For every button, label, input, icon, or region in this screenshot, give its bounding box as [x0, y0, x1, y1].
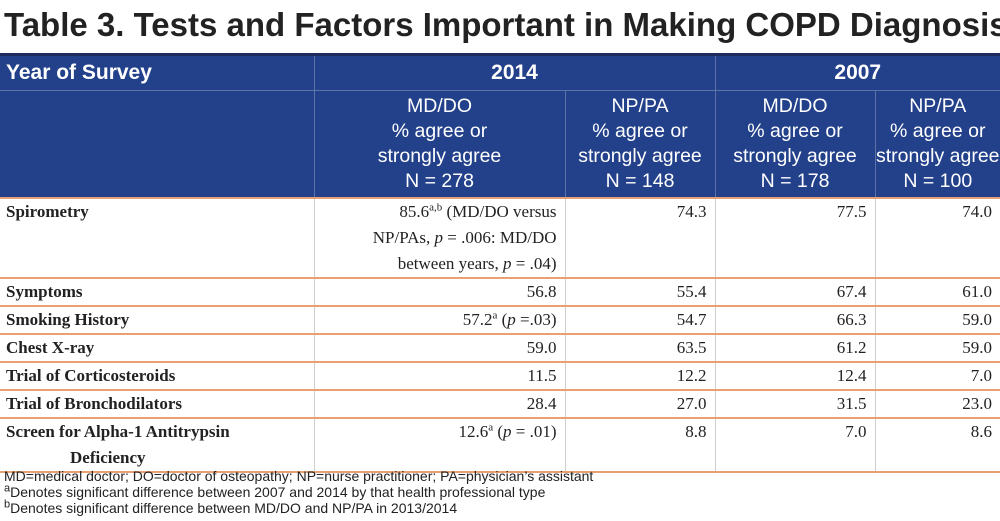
header-empty-cell — [0, 90, 314, 198]
cell-2014-mddo: 11.5 — [313, 361, 565, 390]
header-2007-nppa: NP/PA % agree or strongly agree N = 100 — [874, 90, 1000, 198]
cell-2007-nppa: 61.0 — [874, 277, 1000, 306]
header-measure-line2: strongly agree — [875, 145, 1000, 167]
cell-2007-mddo: 31.5 — [714, 389, 875, 418]
cell-2014-nppa: 12.2 — [564, 361, 715, 390]
cell-2007-mddo: 67.4 — [714, 277, 875, 306]
cell-2014-nppa: 54.7 — [564, 305, 715, 334]
cell-2014-nppa: 27.0 — [564, 389, 715, 418]
header-sample-size: N = 148 — [605, 170, 675, 192]
cell-2014-mddo: 57.2a (p =.03) — [313, 305, 565, 334]
header-group-label: MD/DO — [407, 95, 472, 117]
cell-2014-nppa: 63.5 — [564, 333, 715, 362]
row-label: Spirometry — [0, 197, 314, 278]
header-group-label: MD/DO — [762, 95, 828, 117]
row-label: Trial of Bronchodilators — [0, 389, 314, 418]
cell-2007-mddo: 66.3 — [714, 305, 875, 334]
header-sample-size: N = 100 — [903, 170, 973, 192]
row-label: Smoking History — [0, 305, 314, 334]
table-row: Trial of Corticosteroids 11.5 12.2 12.4 … — [0, 361, 1000, 390]
copd-diagnosis-table: Year of Survey 2014 2007 MD/DO % agree o… — [0, 56, 1000, 473]
table-row: Symptoms 56.8 55.4 67.4 61.0 — [0, 277, 1000, 306]
table-row: Smoking History 57.2a (p =.03) 54.7 66.3… — [0, 305, 1000, 334]
header-measure-line2: strongly agree — [733, 145, 857, 167]
header-year-2007: 2007 — [714, 56, 1000, 91]
cell-2007-nppa: 74.0 — [874, 197, 1000, 278]
header-sample-size: N = 278 — [405, 170, 474, 192]
cell-2007-nppa: 59.0 — [874, 333, 1000, 362]
row-label-line2: Deficiency — [70, 448, 146, 467]
table-row: Chest X-ray 59.0 63.5 61.2 59.0 — [0, 333, 1000, 362]
cell-2007-nppa: 23.0 — [874, 389, 1000, 418]
header-measure-line1: % agree or — [747, 120, 843, 142]
table-row: Trial of Bronchodilators 28.4 27.0 31.5 … — [0, 389, 1000, 418]
header-measure-line2: strongly agree — [578, 145, 702, 167]
row-label-line1: Screen for Alpha-1 Antitrypsin — [6, 422, 230, 441]
row-label: Screen for Alpha-1 Antitrypsin Deficienc… — [0, 417, 314, 473]
table-row: Screen for Alpha-1 Antitrypsin Deficienc… — [0, 417, 1000, 473]
table-title: Table 3. Tests and Factors Important in … — [4, 6, 1000, 43]
cell-2014-mddo: 28.4 — [313, 389, 565, 418]
footnote-abbreviations: MD=medical doctor; DO=doctor of osteopat… — [4, 468, 594, 484]
footnote-a: aDenotes significant difference between … — [4, 482, 546, 500]
cell-2007-nppa: 8.6 — [874, 417, 1000, 473]
row-label: Symptoms — [0, 277, 314, 306]
header-sample-size: N = 178 — [760, 170, 830, 192]
cell-2014-mddo: 85.6a,b (MD/DO versus NP/PAs, p = .006: … — [313, 197, 565, 278]
cell-2007-nppa: 59.0 — [874, 305, 1000, 334]
row-label: Trial of Corticosteroids — [0, 361, 314, 390]
header-measure-line2: strongly agree — [377, 145, 502, 167]
cell-2014-nppa: 55.4 — [564, 277, 715, 306]
cell-2007-mddo: 12.4 — [714, 361, 875, 390]
row-label: Chest X-ray — [0, 333, 314, 362]
title-rule — [0, 53, 1000, 56]
header-group-label: NP/PA — [909, 95, 967, 117]
table-row: Spirometry 85.6a,b (MD/DO versus NP/PAs,… — [0, 197, 1000, 278]
header-2007-mddo: MD/DO % agree or strongly agree N = 178 — [714, 90, 875, 198]
cell-2007-mddo: 61.2 — [714, 333, 875, 362]
header-measure-line1: % agree or — [391, 120, 488, 142]
cell-2014-mddo: 56.8 — [313, 277, 565, 306]
cell-2014-mddo: 59.0 — [313, 333, 565, 362]
cell-2007-mddo: 77.5 — [714, 197, 875, 278]
table-footnotes: MD=medical doctor; DO=doctor of osteopat… — [4, 468, 994, 516]
header-2014-mddo: MD/DO % agree or strongly agree N = 278 — [313, 90, 565, 198]
header-row-groups: MD/DO % agree or strongly agree N = 278 … — [0, 90, 1000, 198]
header-2014-nppa: NP/PA % agree or strongly agree N = 148 — [564, 90, 715, 198]
cell-2014-mddo: 12.6a (p = .01) — [313, 417, 565, 473]
cell-2014-nppa: 8.8 — [564, 417, 715, 473]
header-measure-line1: % agree or — [592, 120, 688, 142]
header-year-2014: 2014 — [313, 56, 715, 91]
header-year-of-survey: Year of Survey — [0, 56, 314, 91]
cell-2007-mddo: 7.0 — [714, 417, 875, 473]
cell-2014-nppa: 74.3 — [564, 197, 715, 278]
header-group-label: NP/PA — [611, 95, 669, 117]
header-measure-line1: % agree or — [890, 120, 986, 142]
cell-2007-nppa: 7.0 — [874, 361, 1000, 390]
header-row-years: Year of Survey 2014 2007 — [0, 56, 1000, 91]
footnote-b: bDenotes significant difference between … — [4, 498, 458, 516]
